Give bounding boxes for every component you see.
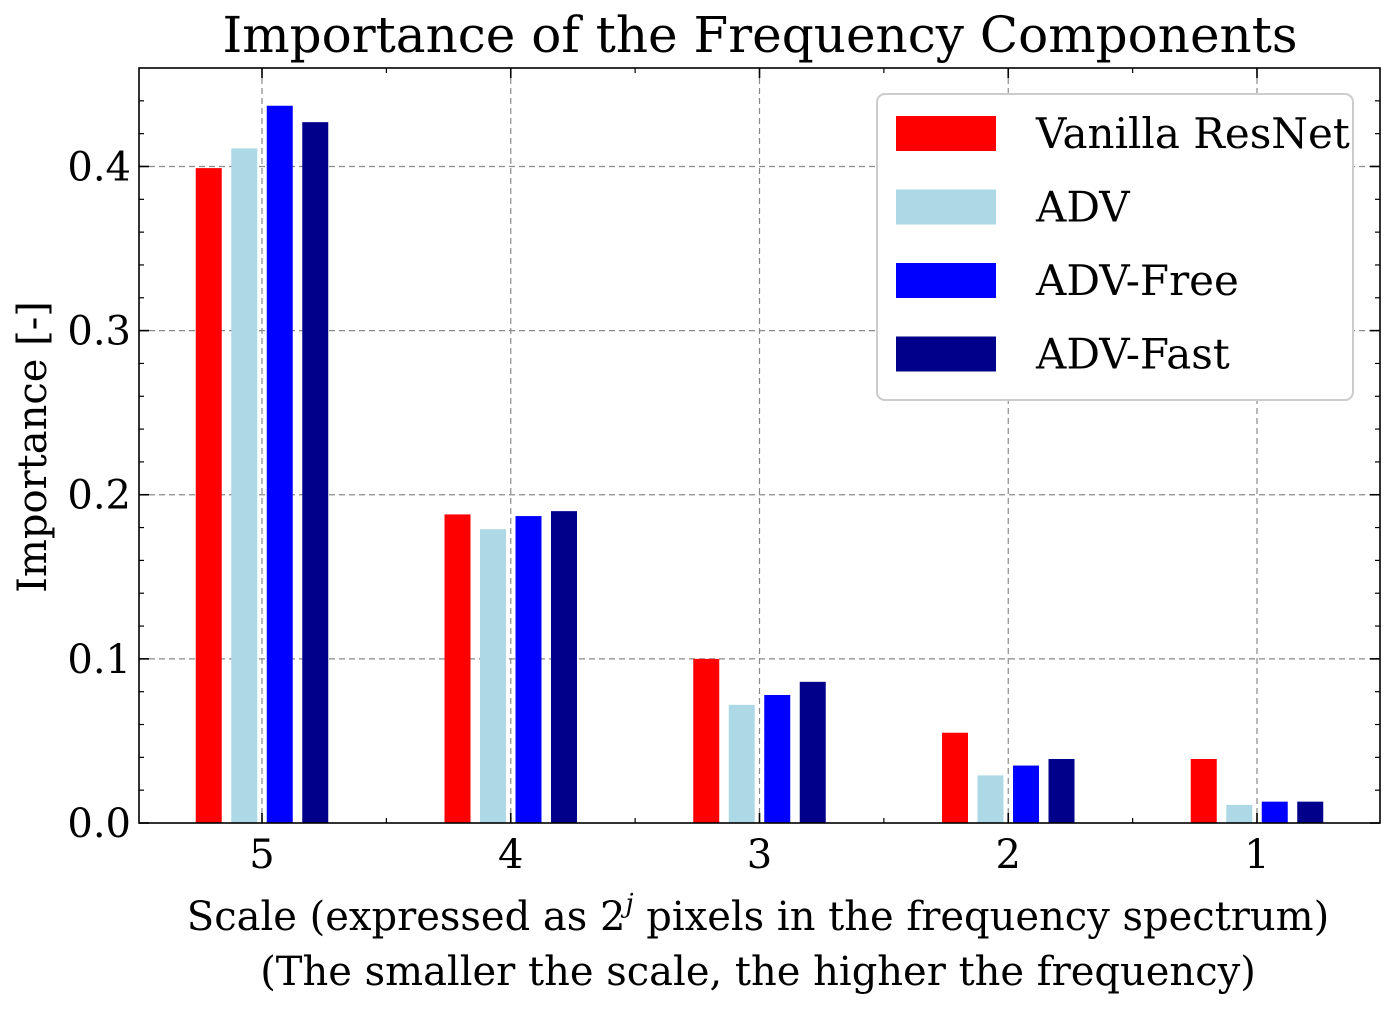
x-tick-label: 2 — [996, 832, 1021, 878]
legend-box — [876, 93, 1354, 401]
bar — [515, 516, 542, 823]
y-tick-labels: 0.0 0.1 0.2 0.3 0.4 — [67, 144, 131, 847]
x-axis-label-line2: (The smaller the scale, the higher the f… — [260, 949, 1256, 995]
legend-label: ADV-Free — [1035, 256, 1239, 305]
y-tick-label: 0.1 — [67, 637, 131, 683]
x-tick-label: 3 — [747, 832, 772, 878]
legend-label: Vanilla ResNet — [1035, 109, 1350, 158]
x-axis-label-rest: pixels in the frequency spectrum) — [634, 894, 1330, 940]
bar — [231, 148, 258, 823]
bars — [195, 105, 1324, 824]
y-tick-label: 0.2 — [67, 473, 131, 519]
legend-label: ADV — [1035, 183, 1130, 232]
bar — [977, 775, 1004, 823]
bar — [266, 105, 293, 823]
bar — [302, 122, 329, 824]
bar — [195, 168, 222, 823]
legend: Vanilla ResNet ADV ADV-Free ADV-Fast — [876, 93, 1354, 401]
bar — [799, 681, 826, 823]
bar — [1226, 804, 1253, 823]
y-tick-label: 0.4 — [67, 144, 131, 190]
bar — [1013, 765, 1039, 823]
plot-frame — [138, 67, 1381, 824]
bar — [764, 694, 791, 823]
bar — [1190, 758, 1217, 823]
bar — [551, 511, 577, 823]
legend-swatch — [896, 116, 996, 151]
legend-swatch — [896, 263, 996, 298]
x-axis-label: Scale (expressed as 2j pixels in the fre… — [187, 889, 1329, 940]
bar — [1048, 758, 1075, 823]
bar — [728, 704, 755, 823]
x-tick-label: 5 — [249, 832, 274, 878]
axis-ticks — [139, 68, 1380, 824]
bar — [1297, 801, 1324, 823]
y-axis-label: Importance [-] — [10, 301, 56, 593]
legend-swatch — [896, 189, 996, 225]
bar — [480, 529, 506, 823]
bar — [942, 732, 968, 823]
bar — [693, 658, 720, 823]
x-axis-label-main: Scale (expressed as 2 — [187, 894, 626, 940]
x-tick-labels: 5 4 3 2 1 — [249, 832, 1269, 878]
chart-title: Importance of the Frequency Components — [223, 6, 1298, 64]
x-tick-label: 4 — [498, 832, 523, 878]
y-tick-label: 0.3 — [67, 309, 131, 355]
x-tick-label: 1 — [1244, 832, 1269, 878]
legend-label: ADV-Fast — [1035, 330, 1230, 379]
bar — [444, 514, 471, 823]
legend-swatch — [896, 336, 996, 372]
bar — [1261, 801, 1288, 823]
y-tick-label: 0.0 — [67, 801, 131, 847]
